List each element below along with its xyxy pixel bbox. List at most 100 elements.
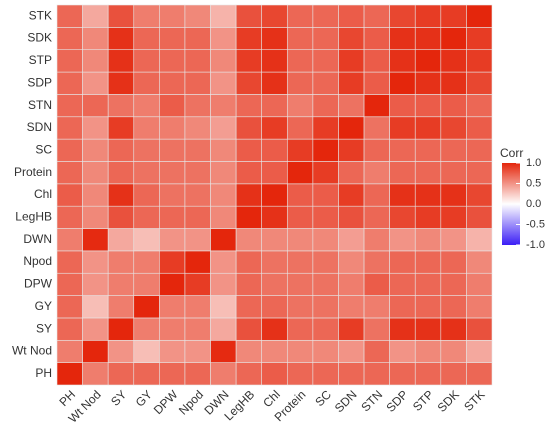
heatmap-cell <box>159 94 186 118</box>
heatmap-cell <box>363 27 390 51</box>
heatmap-cell <box>286 138 314 162</box>
x-tick-label: SDK <box>435 387 462 414</box>
legend-title: Corr <box>500 146 523 160</box>
heatmap-cell <box>210 205 237 229</box>
heatmap-cell <box>56 362 83 386</box>
heatmap-cell <box>133 272 160 296</box>
heatmap-cell <box>210 49 237 73</box>
y-tick-label: SC <box>35 142 52 156</box>
heatmap-cell <box>312 362 339 386</box>
heatmap-cell <box>261 138 288 162</box>
heatmap-cell <box>184 339 211 363</box>
heatmap-cell <box>133 49 160 73</box>
heatmap-cell <box>338 272 365 296</box>
heatmap-cell <box>466 71 493 95</box>
heatmap-cell <box>261 295 288 319</box>
heatmap-cell <box>235 27 263 51</box>
y-tick-label: SDN <box>27 120 52 134</box>
y-tick-label: Npod <box>23 254 52 268</box>
heatmap-cell <box>133 94 160 118</box>
y-tick-label: Wt Nod <box>12 344 52 358</box>
heatmap-cell <box>389 27 416 51</box>
heatmap-cell <box>107 138 135 162</box>
heatmap-cell <box>56 228 83 252</box>
heatmap-cell <box>210 339 237 363</box>
heatmap-cell <box>133 183 160 207</box>
heatmap-cell <box>210 228 237 252</box>
heatmap-cell <box>159 71 186 95</box>
heatmap-cell <box>389 71 416 95</box>
y-tick-label: STP <box>29 53 52 67</box>
heatmap-cell <box>261 183 288 207</box>
heatmap-cell <box>235 205 263 229</box>
heatmap-cell <box>363 116 390 140</box>
heatmap-cell <box>414 27 442 51</box>
heatmap-cell <box>159 228 186 252</box>
y-tick-label: SDK <box>27 31 52 45</box>
heatmap-cell <box>389 317 416 341</box>
heatmap-cell <box>363 228 390 252</box>
y-tick-label: PH <box>35 366 52 380</box>
heatmap-cell <box>184 71 211 95</box>
heatmap-cell <box>82 250 109 274</box>
heatmap-cell <box>312 317 339 341</box>
heatmap-cell <box>363 205 390 229</box>
heatmap-cell <box>414 116 442 140</box>
y-tick-label: Chl <box>34 187 52 201</box>
heatmap-cell <box>107 161 135 185</box>
heatmap-cell <box>286 71 314 95</box>
heatmap-cell <box>107 94 135 118</box>
heatmap-cell <box>235 317 263 341</box>
heatmap-cell <box>133 228 160 252</box>
heatmap-cell <box>210 183 237 207</box>
heatmap-cell <box>107 183 135 207</box>
heatmap-cell <box>210 272 237 296</box>
heatmap-cell <box>440 27 467 51</box>
heatmap-cell <box>82 272 109 296</box>
heatmap-cell <box>210 27 237 51</box>
heatmap-cell <box>286 317 314 341</box>
heatmap-cell <box>82 161 109 185</box>
heatmap-cell <box>312 272 339 296</box>
heatmap-cell <box>338 71 365 95</box>
heatmap-cell <box>312 228 339 252</box>
heatmap-cell <box>107 71 135 95</box>
heatmap-cell <box>235 71 263 95</box>
heatmap-cell <box>235 295 263 319</box>
heatmap-cell <box>133 295 160 319</box>
heatmap-cell <box>107 250 135 274</box>
heatmap-cell <box>389 4 416 28</box>
heatmap-cell <box>56 71 83 95</box>
x-tick-label: Npod <box>176 387 206 417</box>
heatmap-cell <box>389 205 416 229</box>
heatmap-cell <box>363 161 390 185</box>
heatmap-cell <box>440 339 467 363</box>
heatmap-cell <box>389 228 416 252</box>
colorbar-tick-label: 0.5 <box>526 177 541 189</box>
heatmap-cell <box>312 250 339 274</box>
heatmap-cell <box>82 228 109 252</box>
heatmap-cell <box>56 27 83 51</box>
heatmap-cell <box>261 27 288 51</box>
x-tick-label: STK <box>461 387 487 413</box>
heatmap-cell <box>159 27 186 51</box>
heatmap-cell <box>466 161 493 185</box>
heatmap-cell <box>261 4 288 28</box>
heatmap-cell <box>261 116 288 140</box>
heatmap-cell <box>235 183 263 207</box>
heatmap-cell <box>210 4 237 28</box>
heatmap-cell <box>107 4 135 28</box>
heatmap-cell <box>56 161 83 185</box>
y-tick-label: DPW <box>24 277 53 291</box>
heatmap-cell <box>466 295 493 319</box>
heatmap-cell <box>210 295 237 319</box>
heatmap-cell <box>414 71 442 95</box>
y-tick-label: STN <box>28 98 52 112</box>
heatmap-cell <box>389 161 416 185</box>
heatmap-cell <box>363 4 390 28</box>
heatmap-cell <box>466 362 493 386</box>
heatmap-cell <box>440 71 467 95</box>
colorbar-tick-label: 0.0 <box>526 198 541 210</box>
heatmap-cell <box>107 228 135 252</box>
heatmap-cell <box>363 317 390 341</box>
